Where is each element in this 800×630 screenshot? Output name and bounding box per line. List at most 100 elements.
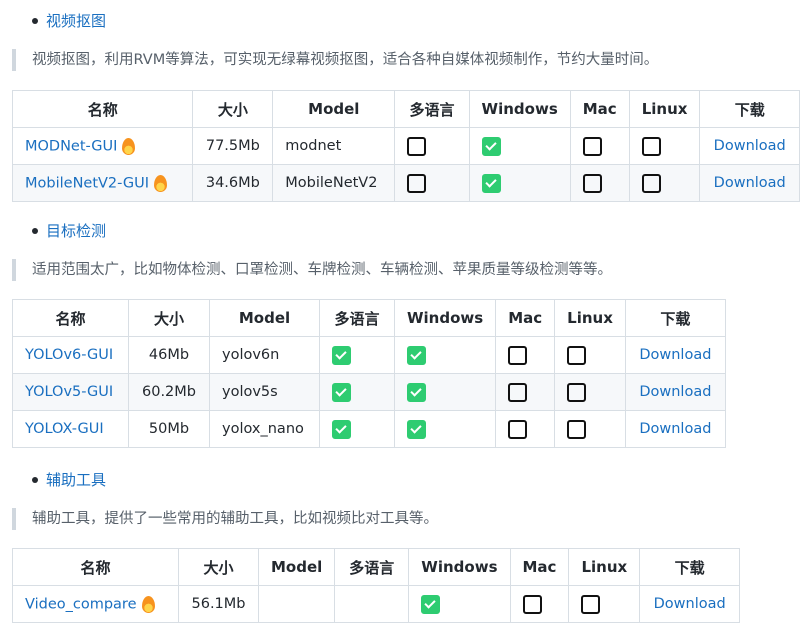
checked-checkbox-icon[interactable] (332, 382, 351, 402)
name-cell: MobileNetV2-GUI (11, 164, 194, 202)
table-row: YOLOX-GUI 50Mb yolox_nano Download (12, 410, 726, 448)
unchecked-checkbox-icon[interactable] (567, 345, 587, 365)
windows-cell (393, 410, 497, 448)
column-header: Windows (408, 548, 511, 586)
size-cell: 77.5Mb (192, 127, 274, 165)
multilang-cell (334, 585, 410, 623)
table-row: MODNet-GUI 77.5Mb modnet Download (11, 127, 800, 165)
multilang-cell (319, 373, 395, 411)
software-link[interactable]: MODNet-GUI (25, 138, 118, 154)
download-cell: Download (699, 127, 800, 165)
mac-cell (569, 127, 630, 165)
column-header: Model (257, 548, 336, 586)
section-heading[interactable]: 辅助工具 (32, 469, 106, 490)
windows-cell (393, 373, 497, 411)
column-header: Linux (568, 548, 641, 586)
checked-checkbox-icon[interactable] (332, 345, 351, 365)
section-link[interactable]: 视频抠图 (46, 12, 107, 30)
download-link[interactable]: Download (713, 138, 786, 154)
size-cell: 60.2Mb (128, 373, 210, 411)
column-header: 下载 (639, 548, 741, 586)
unchecked-checkbox-icon[interactable] (522, 594, 542, 614)
linux-cell (568, 585, 641, 623)
linux-cell (554, 373, 626, 411)
model-cell (257, 585, 336, 623)
download-link[interactable]: Download (639, 421, 712, 437)
unchecked-checkbox-icon[interactable] (567, 419, 587, 439)
checked-checkbox-icon[interactable] (407, 382, 426, 402)
column-header: 名称 (11, 90, 194, 128)
download-link[interactable]: Download (653, 596, 726, 612)
unchecked-checkbox-icon[interactable] (508, 345, 528, 365)
unchecked-checkbox-icon[interactable] (407, 136, 427, 156)
column-header: 名称 (12, 299, 129, 337)
download-link[interactable]: Download (639, 384, 712, 400)
unchecked-checkbox-icon[interactable] (567, 382, 587, 402)
software-link[interactable]: Video_compare (25, 596, 137, 612)
unchecked-checkbox-icon[interactable] (508, 419, 528, 439)
header-row: 名称 大小 Model 多语言 Windows Mac Linux 下载 (12, 548, 741, 586)
linux-cell (554, 410, 626, 448)
section-link[interactable]: 目标检测 (46, 222, 107, 240)
windows-cell (393, 336, 497, 374)
download-link[interactable]: Download (639, 347, 712, 363)
size-cell: 34.6Mb (192, 164, 274, 202)
model-cell: yolov5s (209, 373, 320, 411)
column-header: Linux (628, 90, 701, 128)
download-link[interactable]: Download (713, 175, 786, 191)
column-header: 下载 (624, 299, 726, 337)
checked-checkbox-icon[interactable] (407, 419, 426, 439)
unchecked-checkbox-icon[interactable] (641, 136, 661, 156)
download-cell: Download (624, 336, 726, 374)
checked-checkbox-icon[interactable] (332, 419, 351, 439)
software-table: 名称 大小 Model 多语言 Windows Mac Linux 下载 YOLOv6-GUI 4… (12, 299, 726, 448)
software-link[interactable]: YOLOv5-GUI (25, 384, 114, 400)
download-cell: Download (624, 410, 726, 448)
download-cell: Download (624, 373, 726, 411)
checked-checkbox-icon[interactable] (481, 173, 501, 193)
model-cell: yolov6n (209, 336, 320, 374)
header-row: 名称 大小 Model 多语言 Windows Mac Linux 下载 (11, 90, 800, 128)
section-description: 视频抠图，利用RVM等算法，可实现无绿幕视频抠图，适合各种自媒体视频制作，节约大… (12, 49, 658, 71)
section-heading[interactable]: 视频抠图 (32, 10, 106, 31)
column-header: Mac (569, 90, 630, 128)
section-description: 辅助工具，提供了一些常用的辅助工具，比如视频比对工具等。 (12, 508, 438, 530)
windows-cell (408, 585, 511, 623)
column-header: Model (272, 90, 396, 128)
fire-icon (154, 174, 168, 192)
section-link[interactable]: 辅助工具 (46, 471, 107, 489)
column-header: 多语言 (319, 299, 395, 337)
unchecked-checkbox-icon[interactable] (407, 173, 427, 193)
checked-checkbox-icon[interactable] (481, 136, 501, 156)
linux-cell (628, 127, 701, 165)
software-link[interactable]: YOLOv6-GUI (25, 347, 114, 363)
table-row: MobileNetV2-GUI 34.6Mb MobileNetV2 Download (11, 164, 800, 202)
unchecked-checkbox-icon[interactable] (582, 173, 602, 193)
unchecked-checkbox-icon[interactable] (508, 382, 528, 402)
unchecked-checkbox-icon[interactable] (581, 594, 601, 614)
size-cell: 56.1Mb (178, 585, 259, 623)
column-header: 多语言 (334, 548, 410, 586)
size-cell: 46Mb (128, 336, 210, 374)
software-link[interactable]: MobileNetV2-GUI (25, 175, 150, 191)
download-cell: Download (699, 164, 800, 202)
download-cell: Download (639, 585, 741, 623)
model-cell: MobileNetV2 (272, 164, 396, 202)
name-cell: YOLOv6-GUI (12, 336, 129, 374)
software-link[interactable]: YOLOX-GUI (25, 421, 104, 437)
linux-cell (554, 336, 626, 374)
section-heading[interactable]: 目标检测 (32, 220, 106, 241)
unchecked-checkbox-icon[interactable] (641, 173, 661, 193)
windows-cell (468, 164, 571, 202)
name-cell: YOLOv5-GUI (12, 373, 129, 411)
bullet-icon (32, 17, 38, 24)
table-row: Video_compare 56.1Mb Download (12, 585, 741, 623)
checked-checkbox-icon[interactable] (421, 594, 441, 614)
checked-checkbox-icon[interactable] (407, 345, 426, 365)
mac-cell (509, 585, 570, 623)
multilang-cell (394, 164, 470, 202)
column-header: 名称 (12, 548, 179, 586)
multilang-cell (319, 410, 395, 448)
multilang-cell (319, 336, 395, 374)
unchecked-checkbox-icon[interactable] (582, 136, 602, 156)
